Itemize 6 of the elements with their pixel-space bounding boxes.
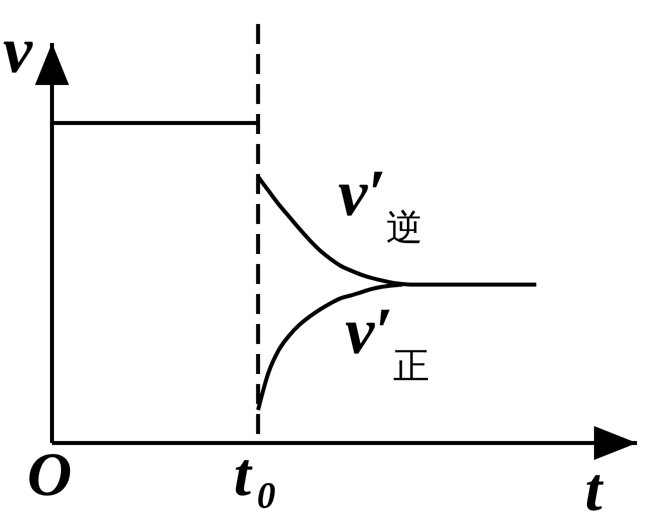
series-label: v′$_{逆}$ — [338, 156, 422, 248]
series-label: v′$_{正}$ — [345, 295, 429, 386]
x-tick-label: t₀ — [234, 441, 282, 509]
x-axis-title: t — [584, 456, 608, 524]
x-tick-label: O — [27, 441, 77, 509]
y-axis-title: v — [3, 14, 38, 87]
